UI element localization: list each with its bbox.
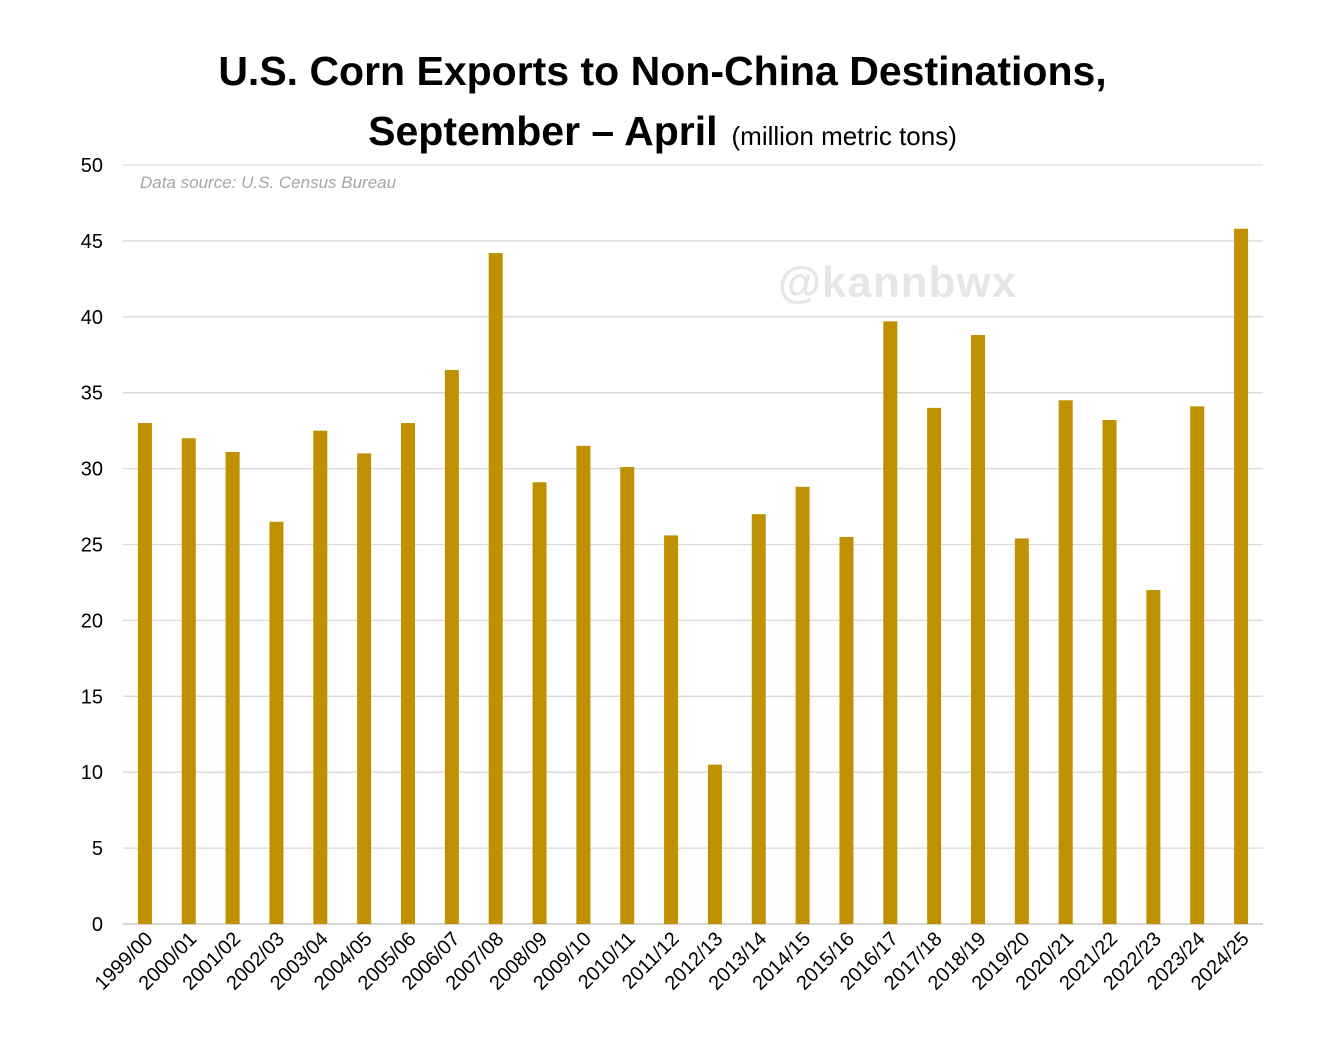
- chart-unit: (million metric tons): [731, 121, 957, 151]
- y-axis-ticks: 0 5 10 15 20 25 30 35 40 45 50: [81, 155, 103, 936]
- bar-1999-00: [137, 423, 152, 924]
- chart-title: U.S. Corn Exports to Non-China Destinati…: [218, 48, 1107, 94]
- bar-2021-22: [1102, 420, 1117, 924]
- bar-2012-13: [707, 764, 722, 924]
- bar-2011-12: [664, 535, 679, 924]
- y-tick-label: 20: [81, 610, 103, 632]
- bar-2024-25: [1234, 228, 1249, 925]
- bar-2016-17: [883, 321, 898, 924]
- bar-2004-05: [357, 453, 372, 924]
- data-source-note: Data source: U.S. Census Bureau: [140, 173, 397, 192]
- y-tick-label: 15: [81, 686, 103, 708]
- chart-title-period: September – April: [368, 108, 718, 154]
- bar-2018-19: [971, 335, 985, 924]
- bar-2022-23: [1146, 590, 1161, 924]
- bar-2002-03: [269, 521, 284, 924]
- bar-2005-06: [401, 423, 415, 924]
- bar-2001-02: [225, 451, 240, 924]
- bar-2023-24: [1190, 406, 1205, 924]
- chart-title-line2: September – April (million metric tons): [0, 108, 1325, 155]
- bar-2003-04: [313, 430, 328, 924]
- bars: [137, 228, 1249, 925]
- bar-2014-15: [795, 486, 810, 924]
- bar-2020-21: [1058, 400, 1073, 924]
- bar-2015-16: [839, 536, 854, 924]
- y-tick-label: 0: [92, 914, 103, 936]
- bar-2019-20: [1014, 538, 1029, 924]
- bar-2010-11: [620, 467, 635, 924]
- bar-2000-01: [181, 438, 196, 924]
- bar-2008-09: [532, 482, 547, 924]
- bar-2006-07: [444, 369, 459, 924]
- y-tick-label: 30: [81, 459, 103, 481]
- bar-2017-18: [927, 407, 942, 924]
- bar-2013-14: [751, 514, 766, 924]
- x-axis-ticks: 1999/002000/012001/022002/032003/042004/…: [91, 928, 1254, 995]
- bar-2007-08: [488, 253, 503, 924]
- y-tick-label: 10: [81, 762, 103, 784]
- bar-2009-10: [576, 445, 591, 924]
- y-tick-label: 50: [81, 155, 103, 177]
- y-tick-label: 35: [81, 383, 103, 405]
- watermark: @kannbwx: [778, 258, 1018, 307]
- y-tick-label: 5: [92, 838, 103, 860]
- y-tick-label: 40: [81, 307, 103, 329]
- y-tick-label: 25: [81, 535, 103, 557]
- gridlines: [123, 164, 1263, 925]
- y-tick-label: 45: [81, 231, 103, 253]
